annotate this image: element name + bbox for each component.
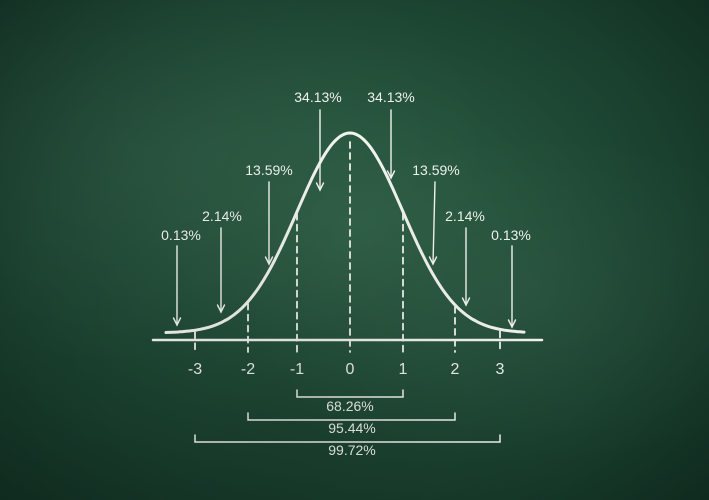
tick-label-neg3: -3 — [188, 361, 202, 378]
tick-label-neg2: -2 — [241, 361, 255, 378]
percent-label-left-outer: 0.13% — [161, 227, 201, 243]
arrow-8 — [507, 245, 517, 329]
range-bracket-2sigma — [247, 412, 456, 421]
tick-label-pos3: 3 — [496, 361, 505, 378]
range-label-3sigma: 99.72% — [328, 442, 375, 458]
tick-label-neg1: -1 — [290, 361, 304, 378]
tick-label-pos1: 1 — [399, 361, 408, 378]
percent-label-left-center: 34.13% — [294, 89, 341, 105]
tick-label-0: 0 — [346, 361, 355, 378]
arrow-7 — [461, 227, 471, 307]
percent-label-right-tail: 2.14% — [445, 208, 485, 224]
percent-label-right-center: 34.13% — [367, 89, 414, 105]
arrow-2 — [216, 227, 226, 314]
range-label-1sigma: 68.26% — [326, 398, 373, 414]
percent-label-left-mid: 13.59% — [245, 162, 292, 178]
sigma-dashed-lines — [194, 141, 501, 353]
percent-label-left-tail: 2.14% — [202, 208, 242, 224]
percent-label-right-mid: 13.59% — [412, 162, 459, 178]
range-bracket-3sigma — [194, 434, 501, 443]
tick-label-pos2: 2 — [451, 361, 460, 378]
arrow-6 — [428, 181, 438, 266]
range-label-2sigma: 95.44% — [328, 420, 375, 436]
arrow-1 — [172, 245, 182, 327]
percent-label-right-outer: 0.13% — [491, 227, 531, 243]
arrow-4 — [315, 109, 325, 192]
bell-curve — [164, 131, 526, 334]
range-bracket-1sigma — [296, 389, 404, 398]
percent-arrows — [172, 109, 517, 329]
arrow-5 — [386, 109, 396, 180]
arrow-3 — [264, 181, 274, 266]
